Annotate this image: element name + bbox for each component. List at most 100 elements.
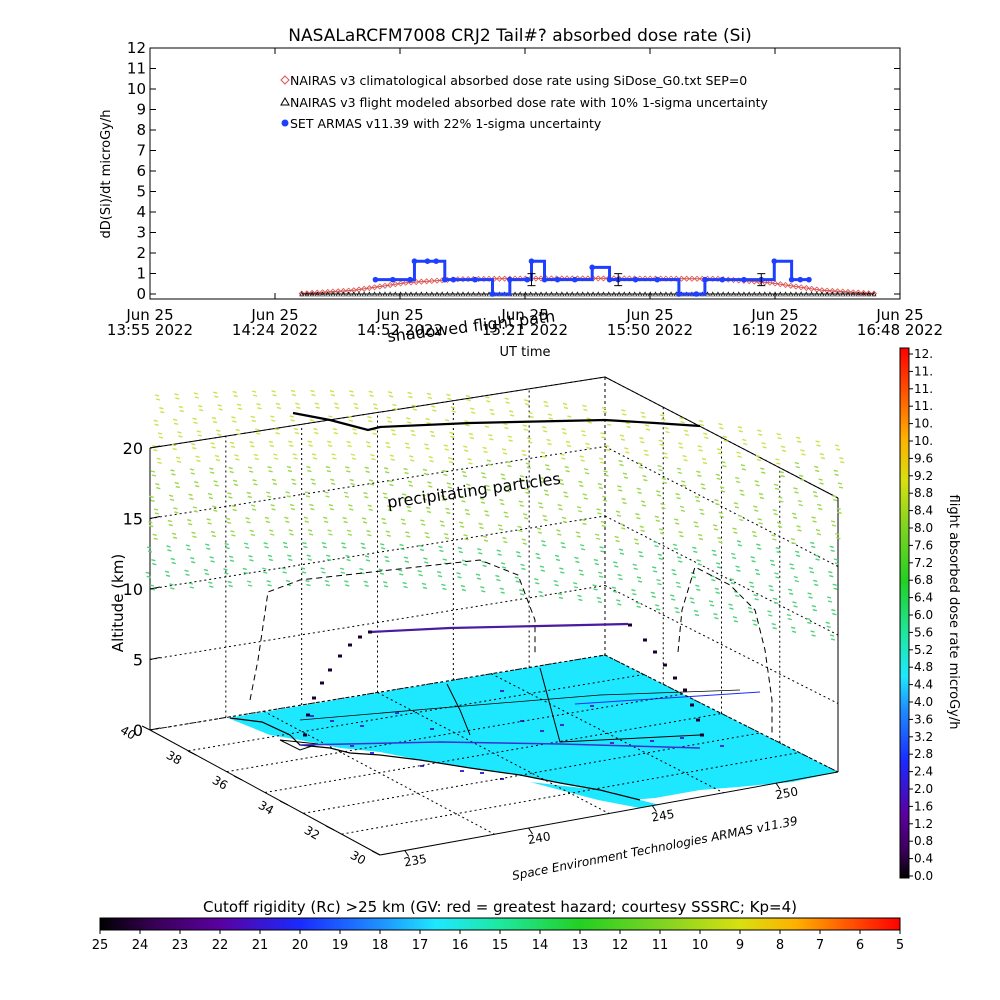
particle-mark xyxy=(411,433,416,437)
series-modeled-point xyxy=(346,291,352,297)
particle-mark xyxy=(622,501,627,505)
altitude-tick-label: 10 xyxy=(123,580,143,599)
particle-mark xyxy=(214,484,219,487)
series-climatological-point xyxy=(340,287,347,295)
series-armas-point xyxy=(806,276,812,283)
particle-mark xyxy=(328,503,334,507)
particle-mark xyxy=(825,621,830,625)
y-tick-label: 12 xyxy=(127,39,146,57)
particle-mark xyxy=(740,493,745,496)
series-armas-point xyxy=(676,291,682,297)
series-modeled-point xyxy=(455,291,461,297)
particle-mark xyxy=(268,440,274,444)
particle-mark xyxy=(442,587,447,591)
particle-mark xyxy=(295,402,300,405)
particle-mark xyxy=(440,524,445,527)
particle-mark xyxy=(683,459,688,462)
series-modeled-point xyxy=(590,291,596,297)
particle-mark xyxy=(719,486,725,489)
particle-mark xyxy=(717,452,723,455)
series-modeled-point xyxy=(871,291,877,297)
x-tick-label: Jun 25 xyxy=(875,306,923,324)
rigidity-colorbar-tick-label: 12 xyxy=(612,938,629,953)
particle-mark xyxy=(761,442,766,445)
map-dot xyxy=(430,728,434,730)
particle-mark xyxy=(637,462,643,465)
particle-mark xyxy=(539,506,544,509)
particle-mark xyxy=(755,572,761,576)
series-modeled-point xyxy=(517,291,523,297)
particle-mark xyxy=(329,507,335,511)
series-modeled-point xyxy=(429,291,435,297)
particle-mark xyxy=(641,504,647,507)
particle-mark xyxy=(432,409,437,412)
particle-mark xyxy=(692,546,697,549)
flight-path-point xyxy=(628,623,632,627)
particle-mark xyxy=(737,544,743,547)
particle-mark xyxy=(675,493,680,496)
particle-mark xyxy=(701,487,706,490)
particle-mark xyxy=(431,405,436,408)
particle-mark xyxy=(674,518,679,521)
particle-mark xyxy=(210,442,215,445)
series-modeled-point xyxy=(481,291,487,297)
particle-mark xyxy=(674,607,679,610)
particle-mark xyxy=(456,572,461,575)
particle-mark xyxy=(814,465,819,469)
particle-mark xyxy=(466,398,472,402)
dose-colorbar-tick-label: 11. xyxy=(914,399,933,413)
series-modeled-point xyxy=(606,291,612,297)
particle-mark xyxy=(786,613,791,617)
dose-colorbar-tick-label: 0.0 xyxy=(914,869,933,883)
series-modeled-point xyxy=(731,291,737,297)
particle-mark xyxy=(714,616,719,620)
particle-mark xyxy=(754,509,759,512)
particle-mark xyxy=(622,472,628,475)
dose-colorbar: 0.00.40.81.21.62.02.42.83.23.64.04.44.85… xyxy=(899,347,961,883)
particle-mark xyxy=(349,390,354,393)
series-modeled-point xyxy=(668,291,674,297)
particle-mark xyxy=(586,417,591,420)
series-modeled-point xyxy=(325,291,331,297)
particle-mark xyxy=(168,494,174,497)
series-modeled-point xyxy=(798,291,804,297)
map-dot xyxy=(500,690,504,692)
particle-mark xyxy=(739,518,744,522)
particle-mark xyxy=(308,444,313,447)
particle-mark xyxy=(503,511,508,514)
y-tick-label: 7 xyxy=(136,142,146,160)
rigidity-map xyxy=(228,655,838,800)
altitude-tick-label: 20 xyxy=(123,439,143,458)
floor-gridline xyxy=(303,732,761,814)
particle-mark xyxy=(188,582,194,585)
particle-mark xyxy=(190,556,195,560)
particle-mark xyxy=(682,484,687,487)
particle-mark xyxy=(500,473,505,476)
series-modeled-point xyxy=(564,291,570,297)
series-climatological-point xyxy=(366,284,373,292)
particle-mark xyxy=(262,567,267,570)
x-tick-label: 14:52 2022 xyxy=(357,321,443,339)
particle-mark xyxy=(227,580,232,584)
particle-mark xyxy=(758,522,763,525)
particle-mark xyxy=(619,552,625,555)
particle-mark xyxy=(216,429,221,432)
series-modeled-point xyxy=(600,291,606,297)
particle-mark xyxy=(592,584,597,587)
particle-mark xyxy=(837,511,842,515)
particle-mark xyxy=(518,500,523,503)
particle-mark xyxy=(368,419,373,423)
particle-mark xyxy=(368,390,373,393)
particle-mark xyxy=(732,616,738,619)
particle-mark xyxy=(562,520,568,524)
series-armas-point xyxy=(741,276,747,283)
particle-mark xyxy=(607,423,612,426)
particle-mark xyxy=(620,523,625,526)
particle-mark xyxy=(257,407,262,410)
particle-mark xyxy=(407,480,413,483)
particle-mark xyxy=(813,495,819,498)
floor-gridline xyxy=(188,674,644,752)
particle-mark xyxy=(734,590,739,594)
particle-mark xyxy=(484,425,490,428)
